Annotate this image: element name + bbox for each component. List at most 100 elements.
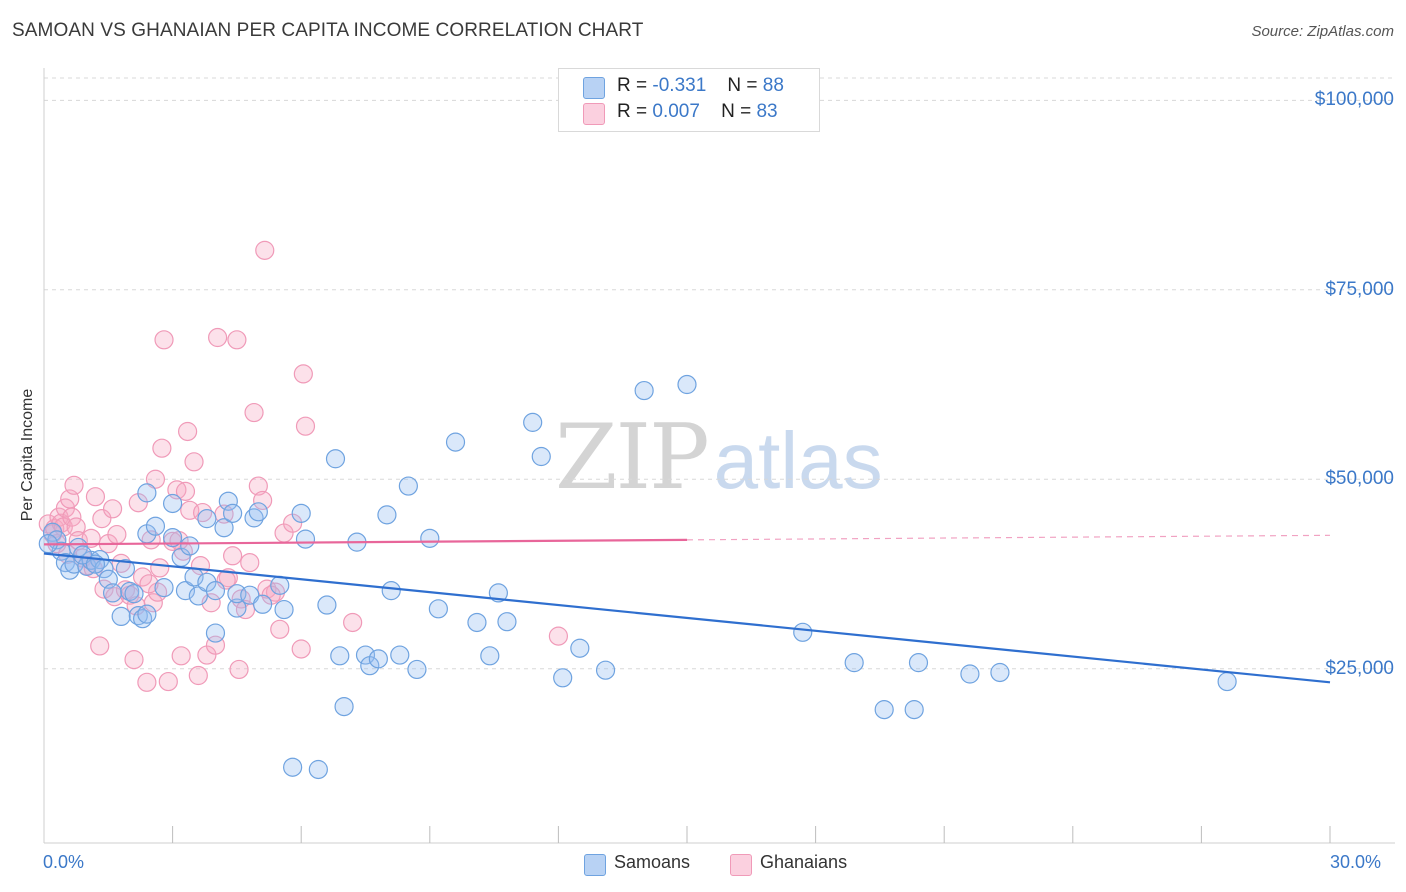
- ghanaian-point: [295, 416, 316, 436]
- ghanaian-point: [171, 646, 191, 666]
- source-label: Source: ZipAtlas.com: [1251, 23, 1394, 40]
- samoan-point: [908, 653, 929, 673]
- samoan-point: [124, 584, 144, 604]
- samoan-point: [115, 559, 136, 579]
- samoan-point: [205, 623, 226, 643]
- ghanaian-point: [143, 593, 163, 613]
- legend-r-value: -0.331: [652, 75, 707, 96]
- samoan-point: [270, 575, 290, 595]
- samoan-point: [205, 581, 226, 601]
- samoan-point: [1217, 671, 1237, 692]
- samoan-point: [145, 516, 166, 536]
- bottom-legend-label-samoans: Samoans: [614, 852, 691, 872]
- ghanaian-point: [85, 487, 106, 507]
- ghanaian-point: [227, 330, 247, 350]
- samoan-point: [283, 757, 303, 777]
- bottom-legend-swatch-ghanaians: [730, 854, 752, 876]
- samoan-point: [325, 449, 346, 469]
- samoan-point: [330, 646, 350, 666]
- samoan-point: [407, 659, 427, 680]
- ghanaian-point: [248, 476, 268, 496]
- y-tick-label: $50,000: [1325, 468, 1394, 490]
- ghanaian-point: [188, 665, 208, 686]
- ghanaian-point: [175, 481, 196, 501]
- ghanaian-point: [62, 507, 82, 527]
- x-tick-label-max: 30.0%: [1330, 852, 1382, 872]
- ghanaian-point: [253, 490, 273, 511]
- ghanaian-point: [293, 364, 313, 384]
- ghanaian-point: [178, 421, 198, 442]
- samoan-trend-line: [43, 552, 1331, 684]
- ghanaian-point: [184, 452, 204, 472]
- ghanaian-point: [124, 650, 144, 670]
- samoan-point: [531, 446, 551, 467]
- samoan-point: [253, 594, 273, 614]
- ghanaian-point: [208, 327, 228, 348]
- ghanaian-point: [291, 639, 311, 659]
- samoan-point: [390, 645, 410, 665]
- bottom-legend-ghanaians: Ghanaians: [730, 852, 848, 876]
- ghanaian-point: [240, 552, 260, 573]
- samoan-point: [497, 612, 517, 632]
- ghanaian-trend-line: [43, 538, 688, 546]
- samoan-point: [137, 483, 157, 503]
- samoan-point: [291, 503, 311, 523]
- samoan-point: [137, 604, 157, 624]
- samoan-point: [334, 696, 354, 717]
- ghanaian-point: [102, 499, 123, 519]
- samoan-point: [188, 586, 208, 606]
- samoan-point: [317, 595, 337, 615]
- ghanaian-trend-line-extrapolated: [686, 534, 1331, 541]
- ghanaian-point: [145, 469, 166, 489]
- watermark-atlas: atlas: [713, 416, 883, 505]
- legend-swatch-ghanaians: [583, 103, 605, 125]
- chart-title: SAMOAN VS GHANAIAN PER CAPITA INCOME COR…: [12, 20, 644, 41]
- samoan-point: [381, 581, 401, 601]
- samoan-point: [368, 649, 388, 669]
- samoan-point: [175, 581, 196, 601]
- ghanaian-point: [229, 659, 249, 680]
- samoan-point: [844, 653, 864, 673]
- samoan-point: [218, 491, 238, 511]
- legend: R = -0.331 N = 88 R = 0.007 N = 83: [558, 68, 820, 132]
- samoan-point: [163, 493, 183, 514]
- samoan-point: [467, 612, 487, 633]
- ghanaian-point: [107, 524, 127, 545]
- samoan-point: [398, 476, 418, 496]
- samoan-point: [154, 578, 174, 598]
- ghanaian-point: [270, 619, 290, 639]
- watermark-zip: ZIP: [555, 405, 710, 510]
- ghanaian-point: [255, 240, 275, 260]
- x-tick-label-min: 0.0%: [43, 852, 85, 872]
- ghanaian-point: [90, 636, 110, 656]
- legend-r-label: R =: [617, 101, 648, 122]
- samoan-point: [295, 529, 316, 549]
- samoan-point: [355, 645, 376, 665]
- ghanaian-point: [64, 475, 84, 495]
- samoan-point: [223, 503, 243, 523]
- samoan-point: [553, 668, 573, 688]
- legend-n-label: N =: [721, 101, 752, 122]
- bottom-legend-samoans: Samoans: [584, 852, 691, 876]
- samoan-point: [480, 646, 500, 666]
- samoan-point: [111, 606, 131, 627]
- samoan-point: [595, 660, 616, 680]
- legend-n-value: 83: [756, 101, 778, 122]
- watermark: ZIPatlas: [555, 405, 883, 510]
- ghanaian-point: [150, 558, 170, 578]
- samoan-point: [102, 583, 123, 603]
- bottom-legend-swatch-samoans: [584, 854, 606, 876]
- bottom-legend-label-ghanaians: Ghanaians: [760, 852, 848, 872]
- samoan-point: [523, 412, 543, 432]
- samoan-point: [874, 700, 894, 720]
- samoan-point: [445, 432, 466, 452]
- ghanaian-point: [244, 402, 264, 423]
- y-tick-label: $25,000: [1325, 657, 1394, 679]
- ghanaian-point: [154, 330, 174, 350]
- ghanaian-point: [343, 612, 363, 633]
- legend-r-label: R =: [617, 75, 648, 96]
- samoan-point: [488, 583, 508, 603]
- samoan-point: [420, 528, 440, 548]
- samoan-point: [960, 664, 980, 684]
